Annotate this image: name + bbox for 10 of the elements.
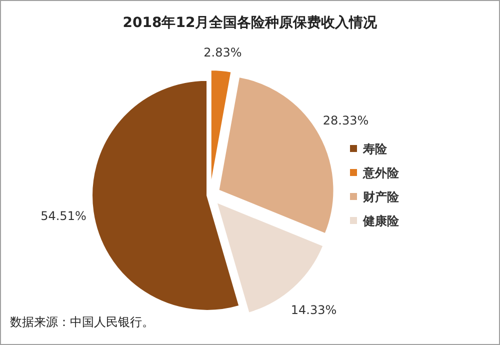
data-label: 2.83%: [204, 46, 242, 60]
source-note: 数据来源：中国人民银行。: [10, 315, 154, 329]
legend-label: 财产险: [362, 190, 400, 204]
legend-label: 意外险: [362, 166, 400, 180]
legend-label: 寿险: [362, 142, 388, 156]
legend-label: 健康险: [362, 214, 400, 228]
data-label: 14.33%: [290, 303, 337, 318]
chart-title: 2018年12月全国各险种原保费收入情况: [122, 15, 378, 31]
data-label: 54.51%: [40, 208, 86, 223]
data-label: 28.33%: [322, 113, 369, 128]
